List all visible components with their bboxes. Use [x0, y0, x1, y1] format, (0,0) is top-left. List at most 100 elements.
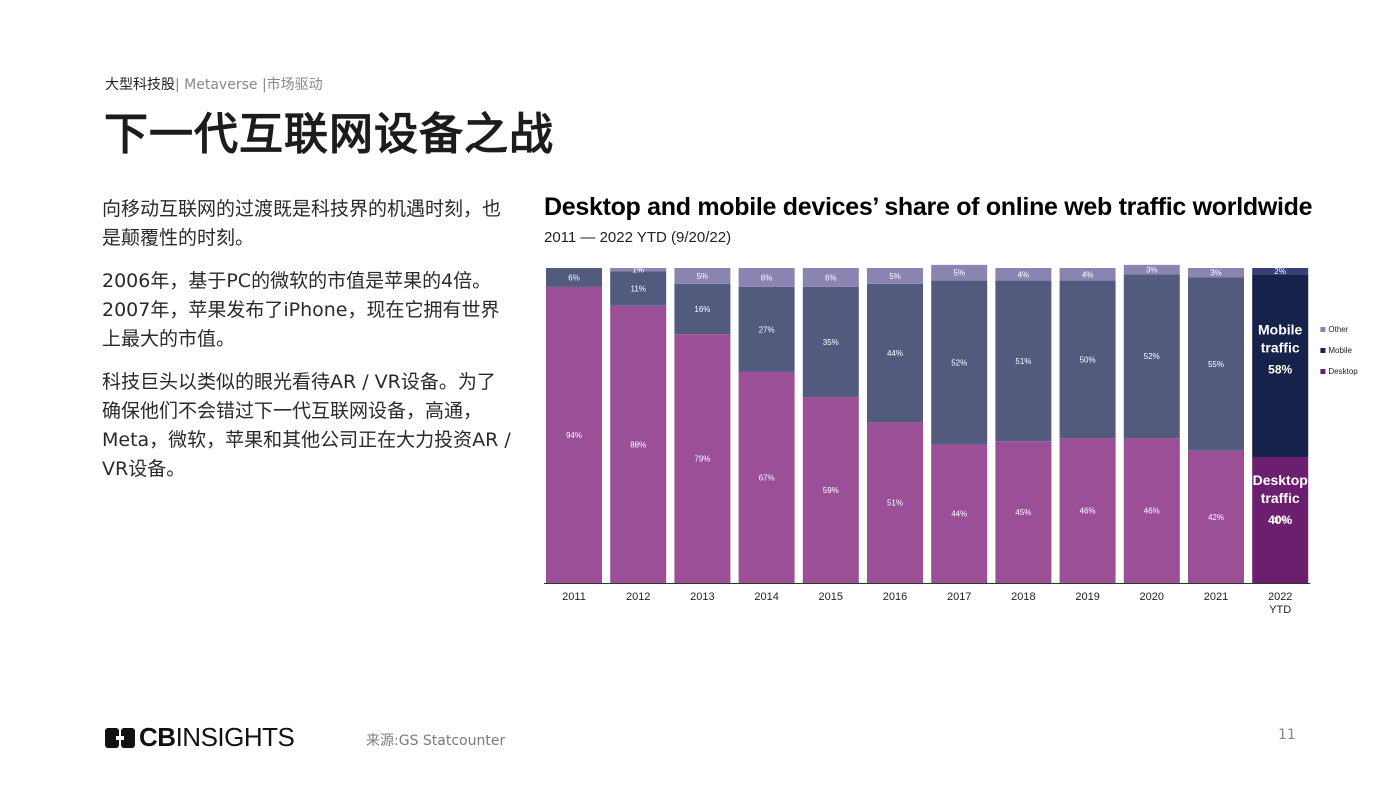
paragraph-3: 科技巨头以类似的眼光看待AR / VR设备。为了确保他们不会错过下一代互联网设备…: [102, 371, 511, 480]
bar-desktop-3: [738, 371, 795, 583]
page-title: 下一代互联网设备之战: [104, 109, 554, 160]
x-tick-label-5: 2016: [883, 591, 907, 603]
data-label-other-4: 6%: [825, 273, 837, 282]
x-tick-label-0: 2011: [562, 591, 586, 603]
bar-desktop-9: [1123, 438, 1180, 583]
x-tick-label-3: 2014: [754, 591, 778, 603]
data-label-desktop-3: 67%: [759, 473, 775, 482]
bar-other-5: [867, 268, 923, 284]
data-label-mobile-3: 27%: [759, 325, 775, 334]
bar-desktop-0: [546, 286, 602, 583]
paragraph-1: 向移动互联网的过渡既是科技界的机遇时刻，也是颠覆性的时刻。: [102, 198, 502, 249]
data-label-desktop-8: 46%: [1080, 507, 1096, 516]
data-label-desktop-0: 94%: [566, 431, 582, 440]
callout-desktop-line-1: traffic: [1261, 490, 1300, 506]
logo-light: INSIGHTS: [175, 722, 295, 752]
x-tick-label-7: 2018: [1011, 591, 1035, 603]
page-number: 11: [1278, 727, 1296, 743]
bar-other-10: [1188, 268, 1244, 278]
data-label-other-8: 4%: [1082, 270, 1094, 279]
legend-label-mobile: Mobile: [1328, 346, 1352, 355]
bar-mobile-4: [802, 286, 859, 398]
bar-mobile-6: [931, 280, 988, 445]
data-label-desktop-9: 46%: [1144, 507, 1160, 516]
legend-swatch-other: [1320, 327, 1326, 332]
callout-desktop-line-2: 40%: [1268, 513, 1292, 527]
data-label-mobile-6: 52%: [951, 359, 967, 368]
data-label-desktop-7: 45%: [1015, 508, 1031, 517]
data-label-other-5: 5%: [889, 272, 901, 281]
bar-other-7: [995, 268, 1052, 281]
callout-mobile-line-2: 58%: [1268, 362, 1292, 376]
chart-subtitle: 2011 — 2022 YTD (9/20/22): [544, 229, 732, 246]
x-tick-label-10: 2021: [1204, 591, 1228, 603]
legend-swatch-mobile: [1320, 348, 1326, 353]
legend-label-other: Other: [1328, 325, 1348, 334]
bar-mobile-5: [867, 283, 923, 423]
bar-desktop-10: [1188, 450, 1244, 583]
bar-desktop-1: [610, 305, 667, 583]
bar-other-2: [674, 268, 731, 284]
breadcrumb: 大型科技股| Metaverse |市场驱动: [105, 74, 323, 94]
bar-other-4: [802, 268, 859, 287]
bar-mobile-10: [1188, 277, 1244, 451]
x-tick-label-9: 2020: [1140, 591, 1164, 603]
bar-mobile-0: [546, 268, 602, 287]
cbinsights-logo: CBINSIGHTS: [105, 722, 295, 753]
x-tick-label-8: 2019: [1075, 591, 1099, 603]
data-label-desktop-4: 59%: [823, 486, 839, 495]
data-label-mobile-1: 11%: [630, 284, 645, 293]
data-label-mobile-4: 35%: [823, 338, 839, 347]
data-label-desktop-11: 40%: [1272, 516, 1288, 525]
chart-title: Desktop and mobile devices’ share of onl…: [544, 193, 1313, 221]
callout-mobile-line-1: traffic: [1261, 339, 1300, 355]
bar-mobile-9: [1123, 274, 1180, 439]
bar-desktop-6: [931, 444, 988, 583]
breadcrumb-metaverse: | Metaverse: [175, 77, 258, 93]
body-text: 向移动互联网的过渡既是科技界的机遇时刻，也是颠覆性的时刻。 2006年，基于PC…: [102, 195, 512, 498]
bar-other-1: [610, 268, 667, 272]
bar-mobile-2: [674, 283, 731, 335]
cbinsights-logo-icon: [105, 727, 135, 748]
data-label-other-11: 2%: [1274, 267, 1286, 276]
bar-mobile-11: [1252, 274, 1309, 457]
bar-other-6: [931, 264, 988, 281]
x-tick-label-11-line1: YTD: [1269, 604, 1291, 616]
data-label-other-9: 3%: [1146, 266, 1158, 275]
data-label-desktop-5: 51%: [887, 499, 903, 508]
data-label-desktop-10: 42%: [1208, 513, 1224, 522]
logo-bold: CB: [139, 722, 176, 752]
bar-other-8: [1059, 268, 1116, 281]
x-tick-label-6: 2017: [947, 591, 971, 603]
bar-mobile-7: [995, 280, 1052, 442]
data-label-other-3: 6%: [761, 273, 773, 282]
bar-desktop-2: [674, 334, 731, 583]
bar-other-3: [738, 268, 795, 287]
data-label-other-10: 3%: [1210, 269, 1222, 278]
data-label-other-1: 1%: [632, 266, 644, 275]
x-tick-label-4: 2015: [819, 591, 843, 603]
x-tick-label-1: 2012: [626, 591, 650, 603]
data-label-mobile-7: 51%: [1015, 357, 1031, 366]
legend-label-desktop: Desktop: [1328, 367, 1358, 376]
breadcrumb-market: |市场驱动: [261, 77, 323, 93]
bar-desktop-5: [867, 422, 923, 583]
bar-other-9: [1123, 264, 1180, 275]
data-label-other-7: 4%: [1018, 270, 1030, 279]
data-label-mobile-9: 52%: [1144, 352, 1160, 361]
data-label-other-6: 5%: [953, 269, 965, 278]
bar-mobile-3: [738, 286, 795, 372]
data-label-other-2: 5%: [697, 272, 709, 281]
bar-desktop-4: [802, 397, 859, 583]
x-tick-label-2: 2013: [690, 591, 714, 603]
cbinsights-logo-text: CBINSIGHTS: [139, 722, 295, 753]
bar-desktop-11: [1252, 457, 1309, 583]
callout-desktop-line-0: Desktop: [1253, 472, 1308, 488]
source-note: 来源:GS Statcounter: [366, 733, 506, 749]
data-label-mobile-8: 50%: [1080, 355, 1096, 364]
callout-mobile-line-0: Mobile: [1258, 321, 1303, 337]
data-label-mobile-2: 16%: [694, 305, 710, 314]
bar-desktop-7: [995, 441, 1052, 583]
x-tick-label-11: 2022: [1268, 591, 1292, 603]
data-label-mobile-10: 55%: [1208, 360, 1224, 369]
